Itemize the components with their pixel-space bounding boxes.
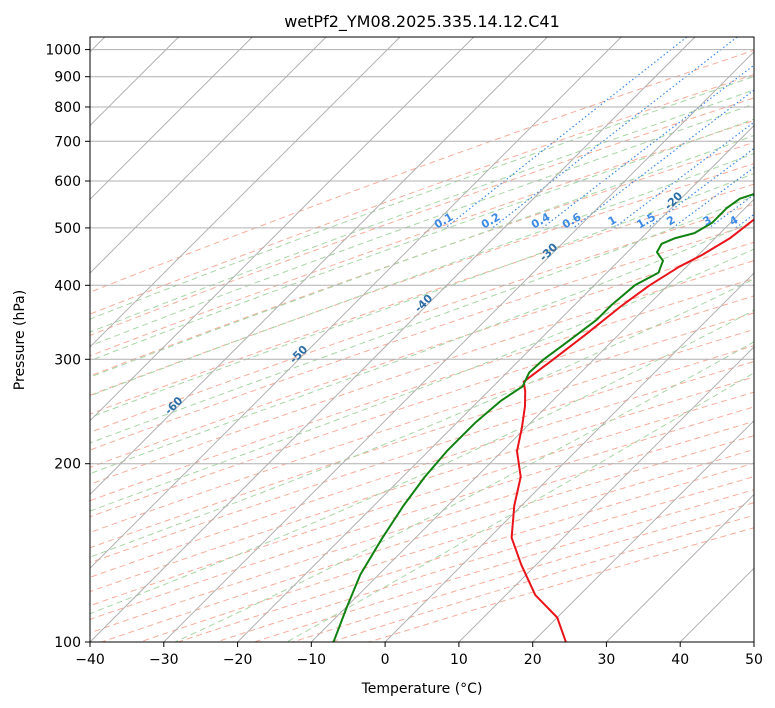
mixing-ratio-line: [573, 89, 754, 229]
moist-adiabat-line: [90, 118, 754, 362]
moist-adiabat-line: [90, 152, 754, 397]
y-axis-label: Pressure (hPa): [12, 290, 28, 390]
dry-adiabat-line: [90, 203, 754, 433]
chart-title: wetPf2_YM08.2025.335.14.12.C41: [284, 12, 560, 32]
profile-line: [510, 218, 754, 642]
moist-adiabat-line: [90, 278, 754, 558]
x-tick-label: −40: [75, 652, 105, 668]
y-tick-label: 900: [54, 70, 81, 86]
y-tick-label: 500: [54, 221, 81, 237]
isobars: [90, 49, 754, 642]
dry-adiabat-line: [90, 278, 754, 502]
y-tick-label: 300: [54, 352, 81, 368]
dry-adiabat-line: [90, 391, 754, 607]
y-tick-label: 400: [54, 278, 81, 294]
isotherm-line: [237, 124, 754, 642]
y-tick-label: 200: [54, 457, 81, 473]
y-tick-label: 600: [54, 174, 81, 190]
isotherm-line: [90, 37, 253, 201]
mixing-ratio-line: [672, 166, 754, 229]
isotherm-line: [90, 37, 696, 642]
dry-adiabat-line: [90, 360, 754, 578]
isotherms: [90, 37, 754, 642]
isotherm-line: [163, 51, 754, 642]
isotherm-line: [458, 346, 754, 642]
plot-area: 0.10.20.40.611.52346810131620253036-100-…: [90, 37, 754, 642]
dry-adiabat-line: [90, 141, 754, 377]
x-tick-label: 50: [745, 652, 763, 668]
isotherm-line: [606, 493, 754, 642]
x-tick-label: 30: [597, 652, 615, 668]
x-tick-label: 10: [450, 652, 468, 668]
dry-adiabat-line: [90, 345, 754, 564]
profile-line: [332, 193, 754, 642]
dry-adiabat-line: [90, 163, 754, 396]
moist-adiabats: [90, 75, 754, 642]
dry-adiabat-line: [90, 312, 754, 533]
dry-adiabat-line: [90, 73, 754, 315]
isotherm-line: [310, 198, 754, 642]
isotherm-line: [90, 37, 475, 422]
isotherm-line: [532, 419, 754, 642]
x-tick-label: −10: [297, 652, 327, 668]
moist-adiabat-line: [90, 75, 754, 320]
isotherm-line: [90, 37, 622, 569]
y-tick-label: 800: [54, 100, 81, 116]
x-axis: −40 −30 −20 −10 0 10 20 30 40 50: [75, 642, 763, 668]
y-tick-label: 700: [54, 134, 81, 150]
dry-adiabat-line: [90, 222, 754, 451]
dry-adiabat-line: [90, 49, 754, 293]
isotherm-line: [90, 37, 401, 348]
profiles: [332, 193, 754, 642]
moist-adiabat-line: [90, 195, 754, 444]
dry-adiabat-line: [90, 97, 754, 336]
moist-adiabat-line: [90, 172, 754, 418]
mixing-ratio-line: [542, 64, 754, 229]
y-tick-label: 100: [54, 635, 81, 651]
plot-frame: [89, 36, 755, 643]
x-tick-label: −30: [149, 652, 179, 668]
x-tick-label: 40: [671, 652, 689, 668]
x-tick-label: 0: [381, 652, 390, 668]
isotherm-line: [90, 37, 548, 496]
x-axis-label: Temperature (°C): [361, 681, 483, 697]
isotherm-line: [90, 37, 327, 274]
x-tick-label: −20: [223, 652, 253, 668]
y-axis: 100 200 300 400 500 600 700 800 900 1000: [45, 43, 90, 651]
moist-adiabat-line: [90, 89, 754, 333]
isotherm-line: [384, 272, 754, 642]
y-tick-label: 1000: [45, 43, 81, 59]
x-tick-label: 20: [524, 652, 542, 668]
